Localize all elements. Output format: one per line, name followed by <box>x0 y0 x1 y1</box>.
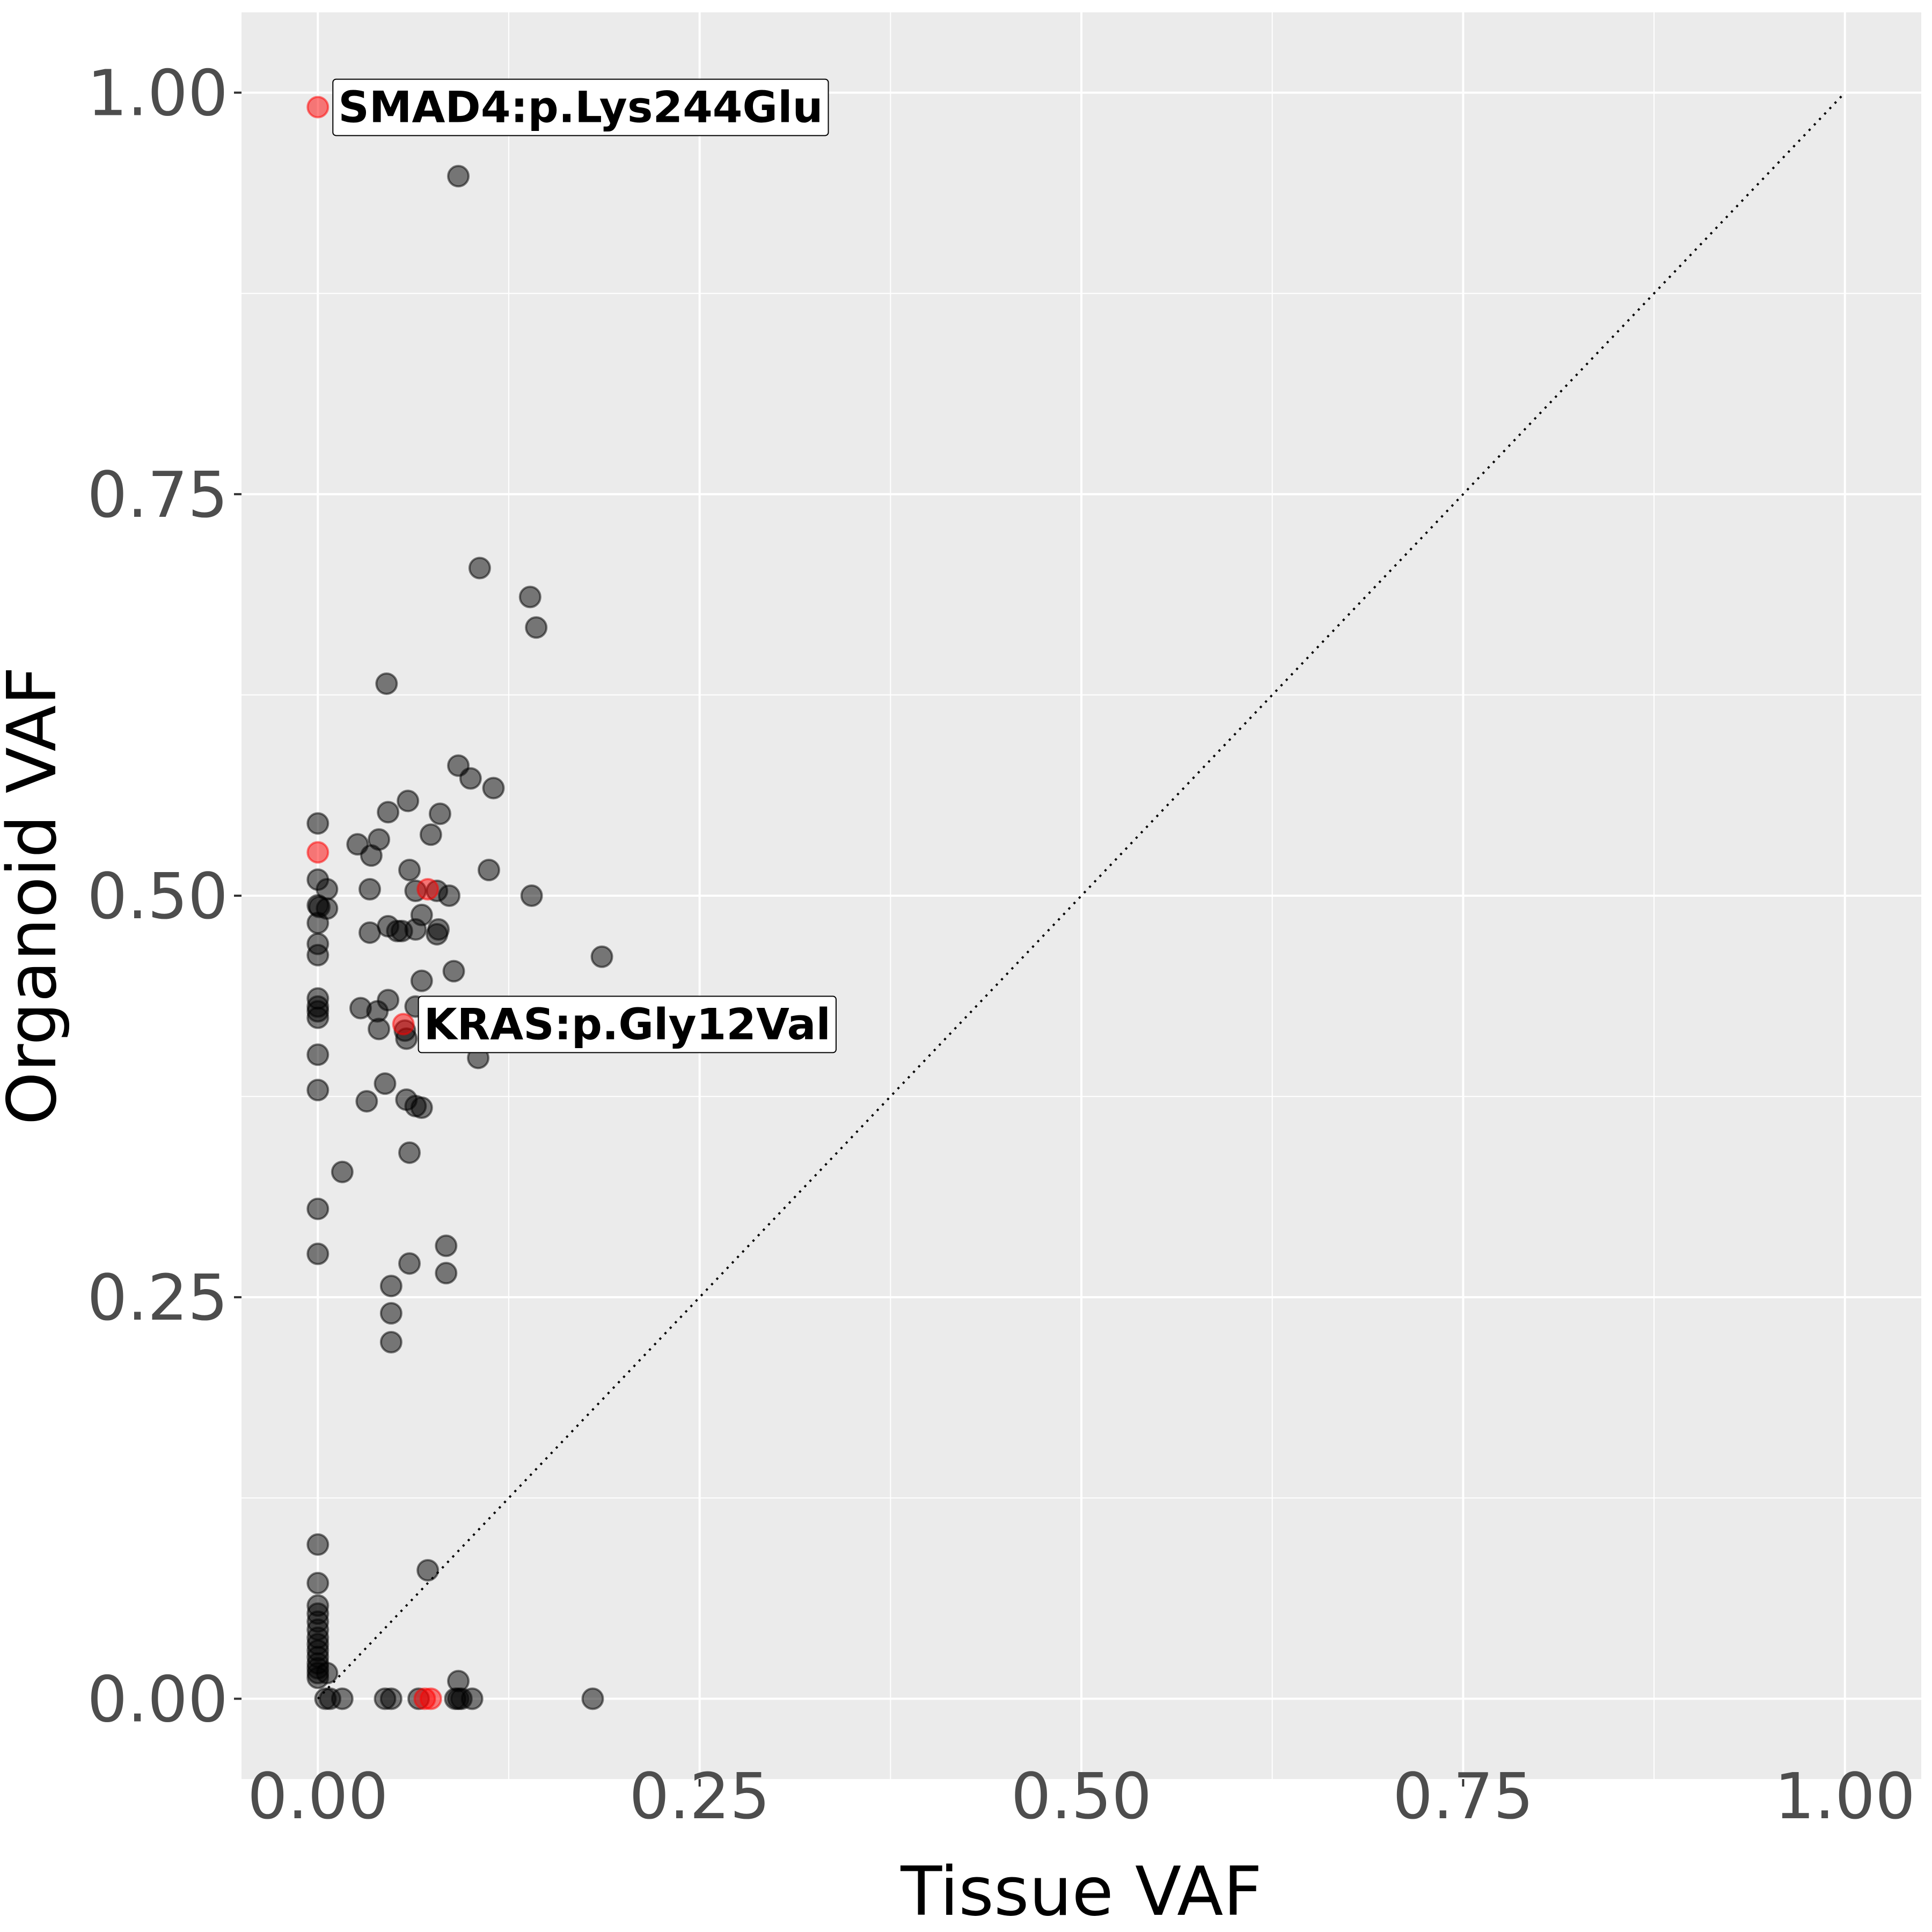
scatter-point <box>368 1018 391 1041</box>
point-annotations: SMAD4:p.Lys244Glu KRAS:p.Gly12Val <box>332 78 837 1053</box>
scatter-point <box>404 918 427 941</box>
highlighted-point <box>419 1687 442 1710</box>
scatter-point <box>410 969 433 992</box>
y-tick-label: 0.50 <box>87 859 228 933</box>
scatter-point <box>306 911 330 934</box>
scatter-point <box>410 1096 433 1119</box>
scatter-point <box>426 923 449 946</box>
scatter-point <box>435 1234 458 1257</box>
scatter-point <box>306 1197 330 1220</box>
scatter-point <box>398 1252 421 1275</box>
scatter-point <box>460 1687 484 1710</box>
scatter-point <box>331 1687 354 1710</box>
scatter-point <box>375 672 398 695</box>
annotation-text: SMAD4:p.Lys244Glu <box>338 83 823 133</box>
scatter-point <box>437 884 460 907</box>
annotation-box <box>418 996 837 1053</box>
scatter-point <box>358 921 382 944</box>
scatter-point <box>306 1242 330 1265</box>
scatter-point <box>379 1302 402 1325</box>
scatter-point <box>398 859 421 882</box>
y-axis-title: Organoid VAF <box>0 667 71 1125</box>
x-tick-label: 0.50 <box>1011 1759 1152 1833</box>
highlighted-point <box>392 1013 415 1036</box>
scatter-point <box>419 823 442 846</box>
scatter-point <box>581 1687 604 1710</box>
scatter-point <box>355 1090 378 1113</box>
y-tick-label: 0.75 <box>87 458 228 532</box>
y-axis-ticks: 0.00 0.25 0.50 0.75 1.00 <box>87 56 241 1736</box>
x-tick-label: 0.25 <box>629 1759 770 1833</box>
scatter-point <box>306 1533 330 1556</box>
scatter-point <box>306 812 330 835</box>
y-tick-label: 1.00 <box>87 56 228 130</box>
scatter-point <box>442 960 465 983</box>
y-tick-label: 0.00 <box>87 1662 228 1736</box>
scatter-point <box>482 777 505 800</box>
x-axis-title: Tissue VAF <box>900 1852 1262 1931</box>
highlighted-point <box>306 841 330 864</box>
identity-reference-line <box>317 92 1846 1700</box>
y-tick-label: 0.25 <box>87 1261 228 1335</box>
scatter-point <box>306 1571 330 1594</box>
scatter-point <box>331 1160 354 1183</box>
x-axis-ticks: 0.00 0.25 0.50 0.75 1.00 <box>247 1759 1915 1833</box>
scatter-point <box>360 844 383 867</box>
x-tick-label: 0.00 <box>247 1759 389 1833</box>
annotation-label: SMAD4:p.Lys244Glu <box>332 78 829 136</box>
annotation-box <box>332 78 829 136</box>
scatter-point <box>590 945 613 968</box>
scatter-point <box>316 1662 339 1685</box>
x-tick-label: 0.75 <box>1393 1759 1534 1833</box>
scatter-point <box>459 767 482 790</box>
annotation-label: KRAS:p.Gly12Val <box>418 996 837 1053</box>
scatter-point <box>520 884 543 907</box>
scatter-point <box>306 1043 330 1066</box>
scatter-point <box>518 586 541 609</box>
scatter-point <box>374 1072 397 1095</box>
scatter-point <box>447 165 470 188</box>
scatter-point <box>379 1330 402 1353</box>
scatter-point <box>428 802 451 825</box>
scatter-point <box>397 789 420 813</box>
scatter-point <box>306 943 330 967</box>
scatter-point <box>306 1006 330 1029</box>
scatter-point <box>468 557 491 580</box>
scatter-point <box>379 1687 402 1710</box>
highlighted-point <box>306 96 330 119</box>
annotation-text: KRAS:p.Gly12Val <box>424 999 831 1049</box>
scatter-point <box>477 859 500 882</box>
scatter-point <box>398 1141 421 1164</box>
scatter-point <box>525 616 548 639</box>
scatter-point <box>435 1262 458 1285</box>
scatter-point <box>306 1079 330 1102</box>
scatter-point <box>416 1558 440 1582</box>
highlighted-point <box>416 878 440 901</box>
scatter-point <box>358 878 382 901</box>
scatter-point <box>377 801 400 824</box>
scatter-point <box>379 1275 402 1298</box>
x-tick-label: 1.00 <box>1774 1759 1915 1833</box>
